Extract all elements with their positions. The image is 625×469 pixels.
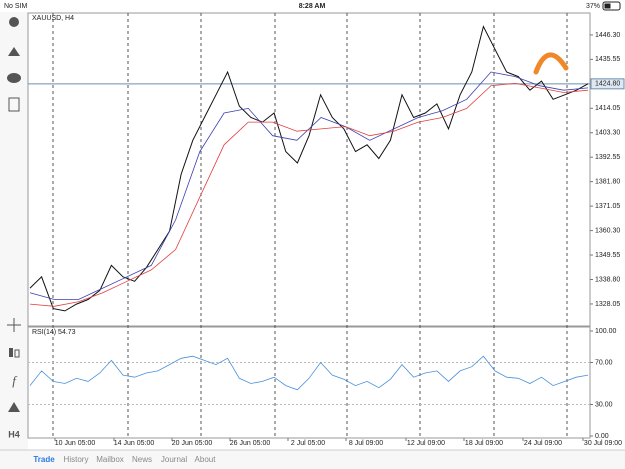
rsi-tick-label: 70.00 xyxy=(595,359,613,366)
rsi-tick-label: 30.00 xyxy=(595,401,613,408)
symbol-label: XAUUSD, H4 xyxy=(32,15,74,22)
doc-icon[interactable] xyxy=(8,97,20,112)
x-tick-label: 2 Jul 05:00 xyxy=(291,440,325,447)
y-tick-label: 1381.80 xyxy=(595,179,620,186)
y-tick-label: 1371.05 xyxy=(595,203,620,210)
account-icon[interactable] xyxy=(9,17,19,27)
price-series xyxy=(29,71,589,300)
drawn-annotation xyxy=(533,52,569,75)
tab[interactable]: News xyxy=(132,455,152,464)
x-tick-label: 8 Jul 09:00 xyxy=(349,440,383,447)
period-separators xyxy=(52,13,568,438)
rsi-label: RSI(14) 54.73 xyxy=(32,329,76,336)
tab[interactable]: About xyxy=(195,455,217,464)
chart-type-icon[interactable] xyxy=(9,348,13,357)
tab[interactable]: Journal xyxy=(161,455,187,464)
tab-bar xyxy=(0,450,625,469)
y-tick-label: 1349.55 xyxy=(595,252,620,259)
y-tick-label: 1403.30 xyxy=(595,130,620,137)
y-tick-label: 1338.80 xyxy=(595,276,620,283)
tab[interactable]: Mailbox xyxy=(96,455,124,464)
objects-icon[interactable] xyxy=(8,402,20,412)
tab[interactable]: Trade xyxy=(33,455,55,464)
toolbar xyxy=(0,12,28,450)
y-tick-label: 1414.05 xyxy=(595,105,620,112)
current-price-box xyxy=(590,78,625,90)
chat-icon[interactable] xyxy=(7,73,21,83)
trade-icon[interactable] xyxy=(8,47,20,56)
indicator-icon[interactable]: f xyxy=(12,373,18,388)
y-tick-label: 1446.30 xyxy=(595,32,620,39)
chart-type-icon-2 xyxy=(14,349,20,358)
current-price-label: 1424.80 xyxy=(595,81,620,88)
x-tick-label: 26 Jun 05:00 xyxy=(230,440,271,447)
rsi-panel xyxy=(27,326,591,439)
battery-icon xyxy=(602,1,621,11)
x-tick-label: 10 Jun 05:00 xyxy=(55,440,96,447)
y-tick-label: 1328.05 xyxy=(595,301,620,308)
clock: 8:28 AM xyxy=(299,3,326,10)
price-series xyxy=(29,25,589,312)
price-panel xyxy=(27,12,591,327)
x-tick-label: 14 Jun 05:00 xyxy=(114,440,155,447)
timeframe-button[interactable]: H4 xyxy=(8,429,20,439)
carrier: No SIM xyxy=(4,3,28,10)
x-tick-label: 30 Jul 09:00 xyxy=(584,440,622,447)
rsi-tick-label: 100.00 xyxy=(595,328,617,335)
y-tick-label: 1435.55 xyxy=(595,56,620,63)
crosshair-icon[interactable] xyxy=(7,318,21,332)
tab[interactable]: History xyxy=(64,455,89,464)
rsi-tick-label: 0.00 xyxy=(595,433,609,440)
x-tick-label: 24 Jul 09:00 xyxy=(524,440,562,447)
battery-text: 37% xyxy=(586,3,600,10)
price-series xyxy=(29,82,589,307)
x-tick-label: 12 Jul 09:00 xyxy=(407,440,445,447)
y-tick-label: 1392.55 xyxy=(595,154,620,161)
x-tick-label: 20 Jun 05:00 xyxy=(172,440,213,447)
y-tick-label: 1360.30 xyxy=(595,227,620,234)
x-tick-label: 18 Jul 09:00 xyxy=(465,440,503,447)
rsi-line xyxy=(29,355,589,391)
battery-level xyxy=(604,3,611,9)
